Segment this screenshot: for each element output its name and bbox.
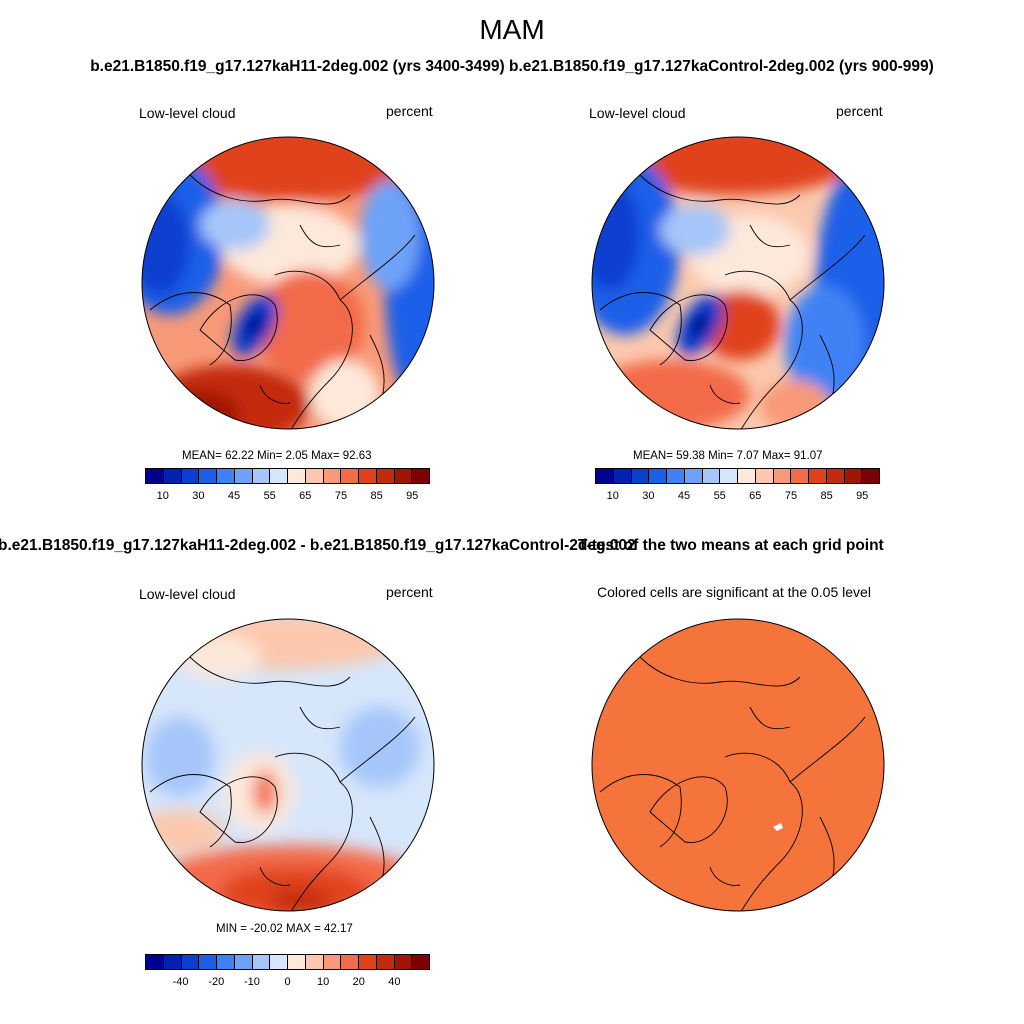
colorbar-swatch xyxy=(720,469,738,483)
cbar-tick-label: 85 xyxy=(370,490,383,502)
control-colorbar-ticks: 10 30 45 55 65 75 85 95 xyxy=(595,490,880,504)
colorbar-swatch xyxy=(649,469,667,483)
colorbar-swatch xyxy=(359,955,377,969)
cbar-tick-label: 30 xyxy=(642,490,655,502)
colorbar-swatch xyxy=(394,469,413,483)
ttest-header: T-test of the two means at each grid poi… xyxy=(578,537,884,554)
h11-colorbar xyxy=(145,468,430,484)
h11-stats: MEAN= 62.22 Min= 2.05 Max= 92.63 xyxy=(182,450,372,462)
colorbar-swatch xyxy=(323,469,342,483)
colorbar-swatch xyxy=(826,469,845,483)
colorbar-swatch xyxy=(217,469,235,483)
cbar-tick-label: 10 xyxy=(156,490,169,502)
colorbar-swatch xyxy=(394,955,413,969)
control-units-label: percent xyxy=(836,103,883,119)
control-polar-map xyxy=(591,136,885,430)
diff-units-label: percent xyxy=(386,584,433,600)
cbar-tick-label: 10 xyxy=(316,976,330,988)
difference-polar-map xyxy=(141,618,435,912)
h11-units-label: percent xyxy=(386,103,433,119)
colorbar-swatch xyxy=(146,469,164,483)
colorbar-swatch xyxy=(146,955,164,969)
diff-colorbar xyxy=(145,954,430,970)
colorbar-swatch xyxy=(288,469,306,483)
difference-header: b.e21.B1850.f19_g17.127kaH11-2deg.002 - … xyxy=(0,537,636,554)
colorbar-swatch xyxy=(163,955,182,969)
colorbar-swatch xyxy=(702,469,721,483)
colorbar-swatch xyxy=(359,469,377,483)
colorbar-swatch xyxy=(376,955,395,969)
colorbar-swatch xyxy=(323,955,342,969)
cbar-tick-label: 45 xyxy=(227,490,241,502)
ttest-polar-map xyxy=(591,618,885,912)
cbar-tick-label: -40 xyxy=(172,976,189,988)
diff-colorbar-ticks: -40 -20 -10 0 10 20 40 xyxy=(145,976,430,990)
h11-variable-label: Low-level cloud xyxy=(139,105,236,121)
figure-title: MAM xyxy=(479,14,545,45)
colorbar-swatch xyxy=(613,469,632,483)
colorbar-swatch xyxy=(738,469,756,483)
colorbar-swatch xyxy=(288,955,306,969)
cbar-tick-label: 75 xyxy=(334,490,348,502)
cbar-tick-label: 45 xyxy=(677,490,691,502)
colorbar-swatch xyxy=(596,469,614,483)
cbar-tick-label: 65 xyxy=(299,490,312,502)
cbar-tick-label: 40 xyxy=(388,976,401,988)
colorbar-swatch xyxy=(667,469,685,483)
cbar-tick-label: -10 xyxy=(243,976,260,988)
cbar-tick-label: 10 xyxy=(606,490,619,502)
cbar-tick-label: 30 xyxy=(192,490,205,502)
colorbar-swatch xyxy=(181,469,200,483)
colorbar-swatch xyxy=(412,955,429,969)
ttest-note: Colored cells are significant at the 0.0… xyxy=(597,584,871,600)
colorbar-swatch xyxy=(217,955,235,969)
cbar-tick-label: 85 xyxy=(820,490,833,502)
colorbar-swatch xyxy=(252,955,271,969)
cbar-tick-label: 0 xyxy=(284,976,291,988)
colorbar-swatch xyxy=(341,469,359,483)
colorbar-swatch xyxy=(270,469,288,483)
control-stats: MEAN= 59.38 Min= 7.07 Max= 91.07 xyxy=(633,450,823,462)
colorbar-swatch xyxy=(376,469,395,483)
colorbar-swatch xyxy=(252,469,271,483)
cbar-tick-label: 95 xyxy=(856,490,869,502)
colorbar-swatch xyxy=(305,955,324,969)
cbar-tick-label: 65 xyxy=(749,490,762,502)
colorbar-swatch xyxy=(305,469,324,483)
colorbar-swatch xyxy=(234,469,253,483)
colorbar-swatch xyxy=(181,955,200,969)
colorbar-swatch xyxy=(631,469,650,483)
control-variable-label: Low-level cloud xyxy=(589,105,686,121)
colorbar-swatch xyxy=(270,955,288,969)
cbar-tick-label: 55 xyxy=(263,490,276,502)
h11-colorbar-ticks: 10 30 45 55 65 75 85 95 xyxy=(145,490,430,504)
cbar-tick-label: 95 xyxy=(406,490,419,502)
control-colorbar xyxy=(595,468,880,484)
diff-variable-label: Low-level cloud xyxy=(139,586,236,602)
colorbar-swatch xyxy=(234,955,253,969)
h11-polar-map xyxy=(141,136,435,430)
colorbar-swatch xyxy=(791,469,809,483)
colorbar-swatch xyxy=(341,955,359,969)
colorbar-swatch xyxy=(199,955,217,969)
diff-stats: MIN = -20.02 MAX = 42.17 xyxy=(216,923,353,935)
colorbar-swatch xyxy=(844,469,863,483)
cbar-tick-label: 20 xyxy=(352,976,365,988)
colorbar-swatch xyxy=(862,469,879,483)
colorbar-swatch xyxy=(755,469,774,483)
colorbar-swatch xyxy=(684,469,703,483)
colorbar-swatch xyxy=(412,469,429,483)
cbar-tick-label: -20 xyxy=(208,976,225,988)
run-names-line: b.e21.B1850.f19_g17.127kaH11-2deg.002 (y… xyxy=(90,58,934,75)
colorbar-swatch xyxy=(809,469,827,483)
colorbar-swatch xyxy=(163,469,182,483)
significance-fill xyxy=(592,619,884,911)
colorbar-swatch xyxy=(199,469,217,483)
cbar-tick-label: 55 xyxy=(713,490,726,502)
colorbar-swatch xyxy=(773,469,792,483)
cbar-tick-label: 75 xyxy=(784,490,798,502)
